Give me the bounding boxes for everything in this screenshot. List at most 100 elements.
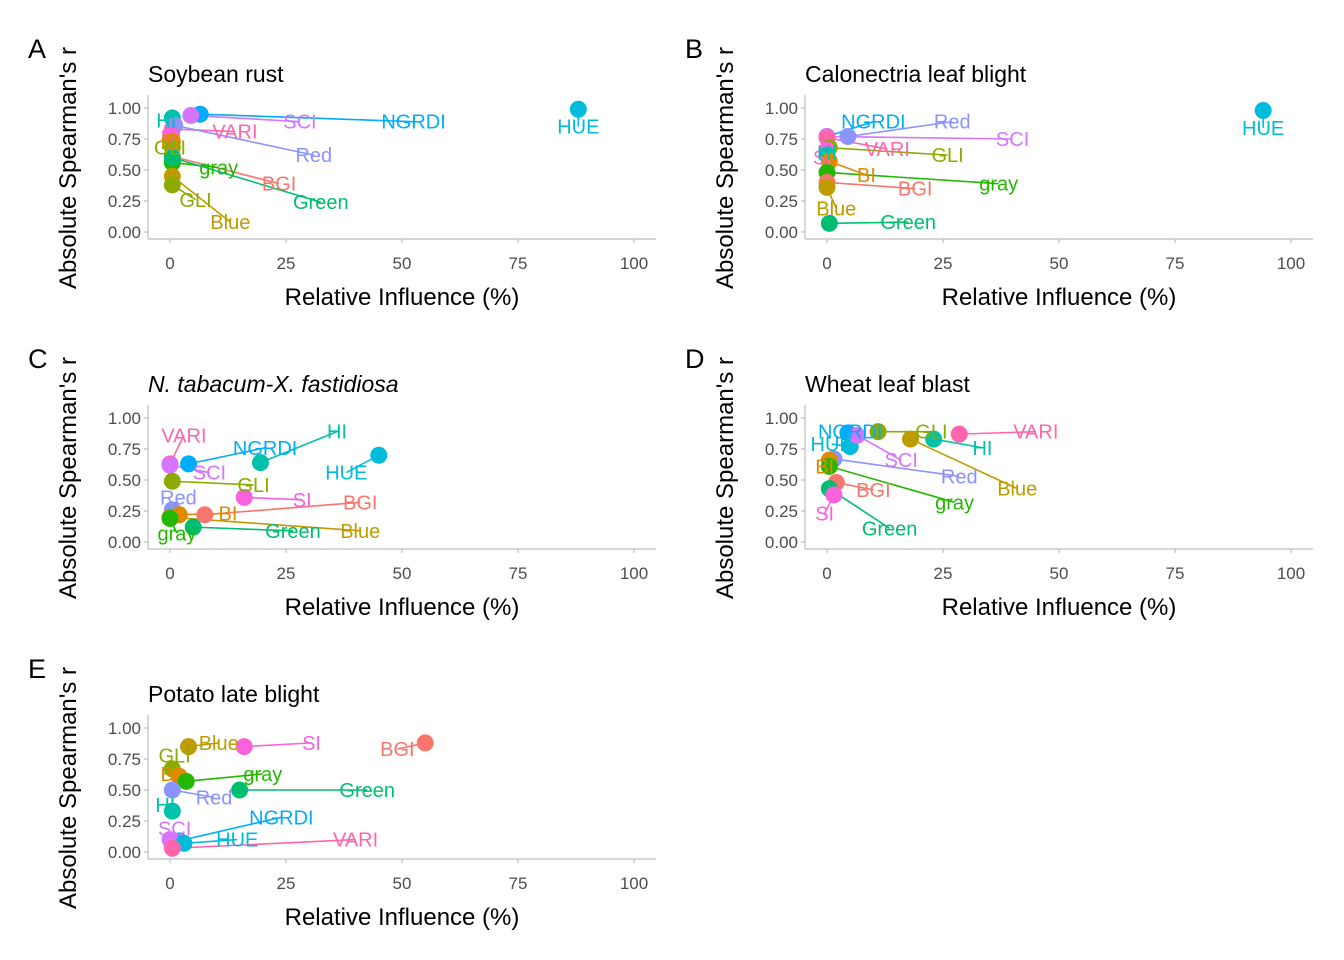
data-point-sci (848, 426, 866, 444)
leader-line-sci (190, 114, 300, 123)
point-label-bi: BI (219, 503, 238, 525)
point-label-gray: gray (979, 174, 1018, 196)
point-label-blue: Blue (997, 479, 1037, 501)
y-tick-label: 0.50 (108, 781, 141, 800)
x-tick-label: 100 (620, 564, 648, 583)
leader-line-vari (172, 128, 235, 133)
chart-panel-B: B Calonectria leaf blight 0.00 0.25 0.50 0.75… (685, 34, 1313, 311)
leader-line-gray (186, 773, 263, 783)
point-label-bi: BI (815, 456, 834, 478)
point-label-gray: gray (199, 158, 238, 180)
leader-line-si (244, 742, 312, 748)
point-label-gli: GLI (154, 138, 186, 160)
leader-line-hi (260, 430, 338, 464)
x-tick-label: 50 (393, 564, 412, 583)
x-axis-title: Relative Influence (%) (942, 284, 1177, 311)
point-label-si: SI (302, 733, 321, 755)
leader-line-ngrdi (179, 816, 282, 842)
x-axis-title: Relative Influence (%) (942, 594, 1177, 621)
leader-line-bgi (172, 155, 280, 185)
data-point-gli (163, 176, 181, 194)
panel-title: Wheat leaf blast (805, 371, 971, 397)
point-label-ngrdi: NGRDI (233, 438, 297, 460)
x-tick-label: 0 (165, 564, 174, 583)
point-label-hi: HI (156, 110, 176, 132)
leader-line-si (244, 496, 303, 501)
x-tick-label: 25 (277, 874, 296, 893)
x-tick-label: 100 (620, 254, 648, 273)
leader-line-green (829, 221, 909, 225)
leader-line-red (833, 458, 960, 478)
point-label-red: Red (196, 787, 233, 809)
panel-title: Soybean rust (148, 61, 284, 87)
data-point-red (839, 128, 857, 146)
x-tick-label: 75 (509, 874, 528, 893)
leader-line-vari (826, 136, 888, 150)
data-point-gli (869, 423, 887, 441)
point-label-gli: GLI (237, 475, 269, 497)
point-label-bgi: BGI (343, 492, 377, 514)
y-tick-label: 0.00 (108, 223, 141, 242)
point-label-bi: BI (161, 764, 180, 786)
point-label-sci: SCI (283, 112, 316, 134)
x-tick-label: 25 (277, 254, 296, 273)
data-point-hue (569, 100, 587, 118)
chart-panel-A: A Soybean rust 0.00 0.25 0.50 0.75 1.00 0 25 50 75… (28, 34, 656, 311)
panel-title: Potato late blight (148, 681, 320, 707)
data-point-gray (820, 457, 838, 475)
point-label-bi: BI (857, 165, 876, 187)
point-label-red: Red (160, 487, 197, 509)
data-point-hi (163, 802, 181, 820)
point-label-sci: SCI (996, 129, 1029, 151)
y-tick-label: 0.00 (108, 533, 141, 552)
x-tick-label: 0 (165, 874, 174, 893)
chart-panel-D: D Wheat leaf blast 0.00 0.25 0.50 0.75 1.00 0 25… (685, 344, 1313, 621)
point-label-blue: Blue (210, 212, 250, 234)
y-tick-label: 0.25 (108, 812, 141, 831)
leader-line-blue (171, 175, 231, 223)
y-tick-label: 0.00 (108, 843, 141, 862)
data-point-si (825, 486, 843, 504)
x-tick-label: 50 (393, 874, 412, 893)
point-label-hue: HUE (1242, 118, 1284, 140)
point-label-red: Red (295, 145, 332, 167)
y-axis-title: Absolute Spearman's r (55, 667, 82, 909)
data-point-ngrdi (180, 455, 198, 473)
x-tick-label: 75 (1166, 564, 1185, 583)
leader-line-bgi (826, 181, 916, 190)
leader-line-hue (183, 838, 238, 845)
x-tick-label: 0 (822, 254, 831, 273)
y-axis-title: Absolute Spearman's r (55, 47, 82, 289)
point-label-ngrdi: NGRDI (249, 807, 313, 829)
y-tick-label: 1.00 (108, 719, 141, 738)
point-label-sci: SCI (193, 463, 226, 485)
leader-line-gli (172, 480, 254, 486)
panel-tag: C (28, 344, 48, 374)
y-tick-label: 0.25 (108, 502, 141, 521)
point-label-hue: HUE (557, 117, 599, 139)
point-label-vari: VARI (212, 122, 257, 144)
leader-line-ngrdi (188, 446, 266, 465)
data-point-si (235, 488, 253, 506)
leader-line-bgi (204, 501, 361, 516)
data-point-green (184, 518, 202, 536)
x-tick-label: 50 (393, 254, 412, 273)
leader-line-green (172, 156, 322, 204)
data-point-sci (161, 456, 179, 474)
data-point-blue (902, 430, 920, 448)
point-label-red: Red (941, 466, 978, 488)
point-label-si: SI (161, 125, 180, 147)
data-point-hi (251, 454, 269, 472)
leader-line-ngrdi (200, 113, 414, 123)
leader-line-vari (959, 430, 1036, 435)
x-tick-label: 25 (277, 564, 296, 583)
y-tick-label: 1.00 (108, 99, 141, 118)
y-tick-label: 1.00 (765, 99, 798, 118)
point-label-green: Green (293, 192, 349, 214)
x-tick-label: 50 (1050, 254, 1069, 273)
point-label-ngrdi: NGRDI (818, 422, 882, 444)
point-label-green: Green (265, 521, 321, 543)
point-label-sci: SCI (158, 818, 191, 840)
data-point-blue (818, 178, 836, 196)
y-axis-title: Absolute Spearman's r (55, 357, 82, 599)
